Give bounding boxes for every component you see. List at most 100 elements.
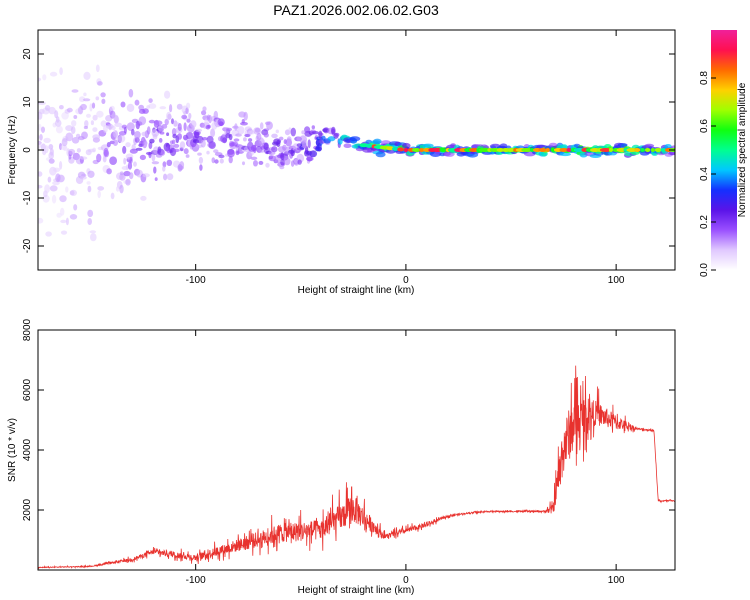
spectrogram-cell <box>114 122 123 128</box>
spectrogram-cell <box>179 161 185 169</box>
spectrogram-cell <box>166 132 170 136</box>
spectrogram-cell <box>297 159 302 165</box>
spectrogram-cell <box>82 98 91 102</box>
spectrogram-cell <box>59 67 63 75</box>
spectrogram-cell <box>125 178 131 186</box>
spectrogram-cell <box>402 142 411 149</box>
spectrogram-cell <box>131 128 135 136</box>
spectrogram-cell <box>39 134 43 141</box>
spectrogram-cell <box>529 148 535 152</box>
spectrogram-y-ticks: -20 -10 0 10 20 <box>22 48 675 253</box>
spectrogram-cell <box>252 144 257 154</box>
spectrogram-cell <box>169 104 173 113</box>
spectrogram-cell <box>403 148 409 152</box>
spectrogram-cell <box>65 186 69 193</box>
y-tick-label: 4000 <box>22 438 33 461</box>
spectrogram-cell <box>164 90 171 99</box>
spectrogram-cell <box>43 137 51 143</box>
spectrogram-cell <box>185 107 189 115</box>
spectrogram-cell <box>60 207 65 216</box>
spectrogram-cell <box>38 77 42 82</box>
spectrogram-cell <box>122 145 127 154</box>
spectrogram-cell <box>158 138 163 143</box>
spectrogram-cell <box>70 126 76 134</box>
spectrogram-cell <box>143 141 148 145</box>
y-tick-label: 20 <box>22 48 33 60</box>
x-tick-label: 100 <box>608 275 625 286</box>
spectrogram-cell <box>65 132 74 142</box>
spectrogram-cell <box>304 126 311 133</box>
spectrogram-cell <box>110 192 115 200</box>
spectrogram-cell <box>660 148 667 152</box>
spectrogram-cell <box>97 190 101 199</box>
colorbar-fill <box>711 30 737 270</box>
spectrogram-cell <box>51 194 57 204</box>
spectrogram-cell <box>76 148 81 153</box>
spectrogram-cell <box>141 131 149 137</box>
spectrogram-cell <box>134 99 140 106</box>
snr-x-ticks: -100 0 100 <box>186 330 625 586</box>
spectrogram-cell <box>68 154 72 160</box>
spectrogram-cell <box>79 156 88 160</box>
spectrogram-cell <box>87 218 92 225</box>
spectrogram-cell <box>87 185 92 193</box>
spectrogram-cell <box>311 131 320 135</box>
spectrogram-cell <box>106 168 112 175</box>
spectrogram-cell <box>135 147 143 151</box>
spectrogram-cell <box>278 136 284 141</box>
spectrogram-x-ticks: -100 0 100 <box>186 30 625 286</box>
spectrogram-cell <box>129 148 138 154</box>
y-tick-label: 10 <box>22 96 33 108</box>
spectrogram-cell <box>134 131 141 139</box>
spectrogram-cell <box>210 128 216 138</box>
spectrogram-cell <box>91 102 96 109</box>
spectrogram-cell <box>243 137 247 142</box>
spectrogram-cell <box>242 161 245 166</box>
spectrogram-cell <box>54 119 62 127</box>
spectrogram-cell <box>71 137 80 144</box>
spectrogram-cell <box>375 151 386 158</box>
spectrogram-cell <box>60 219 67 224</box>
spectrogram-cell <box>159 106 167 110</box>
spectrogram-cell <box>654 148 662 152</box>
colorbar-tick-label: 0.6 <box>699 119 710 133</box>
spectrogram-cell <box>263 132 269 138</box>
spectrogram-cell <box>90 120 94 126</box>
spectrogram-cell <box>97 81 103 86</box>
spectrogram-cell <box>126 103 135 112</box>
spectrogram-cell <box>189 120 197 128</box>
spectrogram-cell <box>111 125 116 131</box>
spectrogram-cell <box>250 156 258 160</box>
spectrogram-cell <box>153 166 157 174</box>
spectrogram-cell <box>166 111 172 121</box>
spectrogram-cell <box>146 126 151 135</box>
snr-background <box>38 330 675 570</box>
spectrogram-cell <box>92 114 98 121</box>
spectrogram-y-axis-label: Frequency (Hz) <box>7 116 18 185</box>
spectrogram-cell <box>208 141 216 150</box>
spectrogram-cell <box>109 105 115 112</box>
spectrogram-cell <box>47 176 52 183</box>
spectrogram-cell <box>309 150 318 158</box>
spectrogram-cell <box>166 159 173 166</box>
spectrogram-cell <box>45 231 52 237</box>
spectrogram-cell <box>331 126 336 135</box>
spectrogram-cell <box>634 148 641 152</box>
spectrogram-cell <box>183 122 187 132</box>
spectrogram-cell <box>97 186 105 191</box>
spectrogram-cell <box>581 148 588 152</box>
spectrogram-cell <box>48 158 55 164</box>
spectrogram-cell <box>109 156 117 165</box>
spectrogram-cell <box>119 173 126 181</box>
spectrogram-cell <box>499 143 508 149</box>
spectrogram-cell <box>259 122 264 130</box>
snr-panel: -100 0 100 2000 4000 6000 8000 Height of stra… <box>7 318 676 596</box>
spectrogram-cell <box>154 120 163 126</box>
spectrogram-cell <box>89 103 93 112</box>
spectrogram-cell <box>54 110 59 119</box>
y-tick-label: 2000 <box>22 498 33 521</box>
spectrogram-cell <box>188 112 192 120</box>
spectrogram-cell <box>38 171 43 177</box>
spectrogram-cell <box>66 107 73 113</box>
